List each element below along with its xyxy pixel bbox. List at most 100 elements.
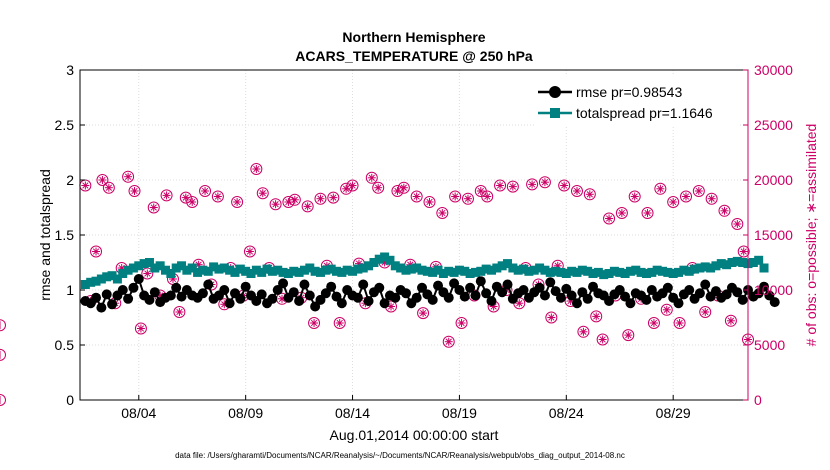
data-file-footnote: data file: /Users/gharamti/Documents/NCA… [175,451,625,460]
totalspread-point [326,264,336,274]
totalspread-point [193,267,203,277]
obs-assimilated-marker [560,181,569,190]
asterisk-stroke [593,313,600,320]
obs-possible-marker [628,190,641,203]
obs-point [590,310,603,323]
obs-point [147,201,160,214]
totalspread-point [134,261,144,271]
obs-point [141,267,154,280]
asterisk-stroke [304,203,311,210]
asterisk-stroke [477,187,484,195]
obs-point [692,185,705,197]
totalspread-point [353,264,363,274]
obs-assimilated-marker [258,189,267,198]
asterisk-stroke [670,198,677,206]
totalspread-point [102,272,112,282]
totalspread-point [107,271,117,281]
asterisk-stroke [516,300,523,307]
totalspread-point [321,265,331,275]
totalspread-point [492,263,502,273]
obs-point [628,190,641,203]
obs-assimilated-marker [656,184,665,193]
totalspread-point [545,267,555,277]
left-y-axis-label: rmse and totalspread [37,169,53,301]
rmse-point [486,296,497,306]
obs-possible-marker [301,200,314,213]
totalspread-point [257,267,267,277]
obs-possible-marker [692,185,705,197]
asterisk-stroke [676,319,683,327]
totalspread-point [524,266,534,276]
asterisk-stroke [137,325,145,332]
obs-point [622,329,635,342]
rmse-point [737,294,748,305]
obs-assimilated-marker [662,305,671,314]
right-y-axis-label: # of obs: o=possible; ∗=assimilated [803,124,819,347]
obs-possible-marker [160,189,173,202]
obs-possible-marker [0,348,6,361]
asterisk-stroke [144,270,151,277]
totalspread-point [230,267,240,277]
totalspread-point [572,267,582,277]
asterisk-stroke [342,185,350,192]
obs-possible-marker [526,178,539,191]
asterisk-stroke [561,182,568,189]
totalspread-point [625,266,635,276]
obs-possible-marker [603,212,616,225]
obs-point [487,300,500,313]
asterisk-stroke [413,193,420,200]
obs-possible-marker [538,176,551,189]
rmse-point [555,292,566,303]
obs-point [615,207,628,219]
obs-possible-marker [308,317,321,329]
left-y-tick-label: 2 [66,172,74,188]
rmse-point [769,297,780,308]
totalspread-point [417,265,427,275]
totalspread-point [668,269,678,278]
totalspread-point [369,258,379,267]
asterisk-stroke [541,179,549,186]
obs-point [705,192,718,205]
obs-assimilated-marker [374,183,383,192]
obs-possible-marker [346,179,359,192]
rmse-point [459,291,470,302]
obs-point [173,306,186,318]
asterisk-stroke [349,182,356,189]
rmse-point [352,292,363,303]
obs-point [538,176,551,189]
obs-point [647,317,660,329]
asterisk-stroke [368,174,375,181]
obs-possible-marker [96,174,109,186]
obs-point [474,185,487,197]
legend-spread-label: totalspread pr=1.1646 [576,105,713,121]
obs-assimilated-marker [130,187,139,195]
obs-assimilated-marker [438,209,447,217]
asterisk-stroke [663,306,670,313]
totalspread-point [647,267,657,277]
rmse-point [117,285,128,295]
rmse-point [358,279,369,290]
asterisk-stroke [253,165,260,173]
obs-possible-marker [231,196,244,208]
rmse-point [481,288,492,299]
legend: rmse pr=0.98543 totalspread pr=1.1646 [534,76,740,126]
obs-point [506,180,519,193]
totalspread-point [299,265,309,275]
obs-possible-marker [615,207,628,219]
totalspread-point [150,263,160,273]
obs-possible-marker [506,180,519,193]
obs-assimilated-marker [605,214,614,223]
obs-point [199,185,212,197]
obs-point [186,196,199,208]
obs-possible-marker [699,306,712,318]
obs-point [673,317,686,329]
obs-point [481,190,494,203]
totalspread-point [187,263,197,273]
rmse-point [144,294,155,305]
rmse-point [700,279,711,290]
rmse-point [149,287,160,298]
totalspread-point [449,267,459,277]
obs-point [724,314,737,327]
rmse-point [197,288,208,299]
rmse-point [219,285,230,295]
